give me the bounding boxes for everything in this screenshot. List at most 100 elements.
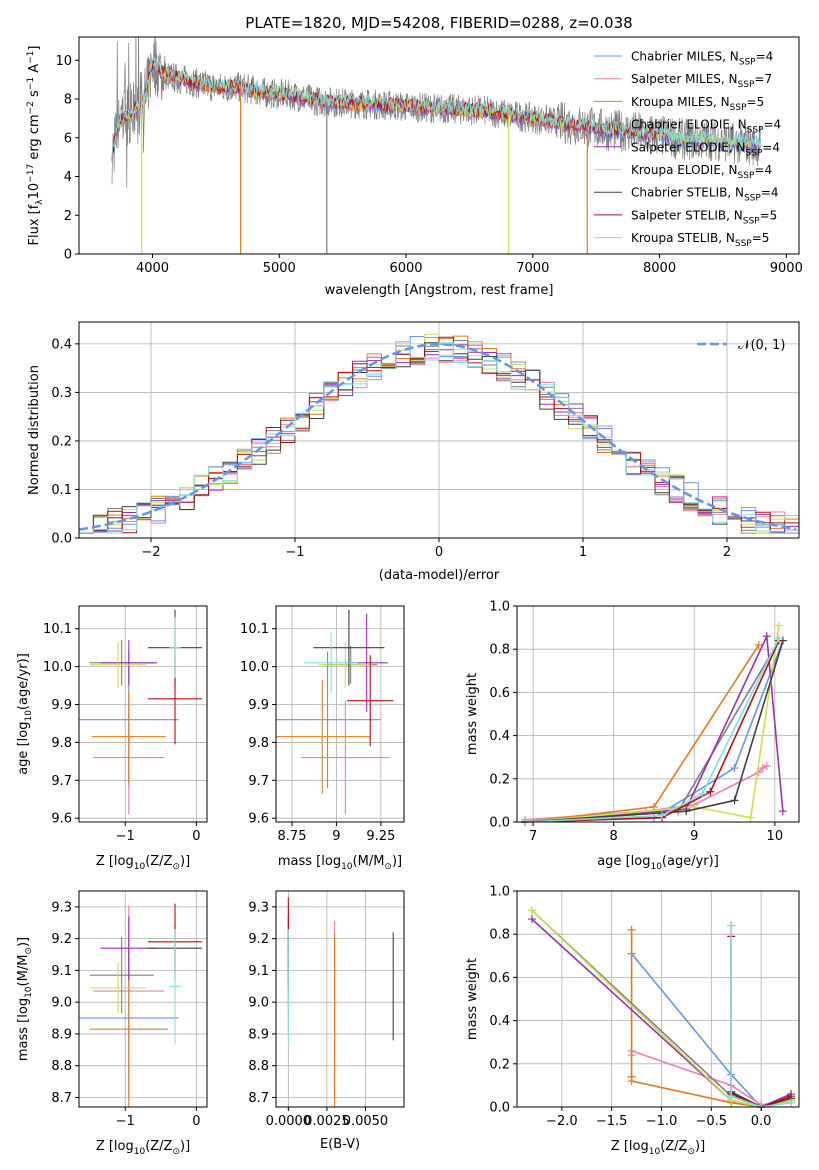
label-part: SSP: [730, 103, 747, 113]
x-tick-label: 4000: [136, 261, 169, 276]
y-tick-label: 0.2: [489, 772, 510, 787]
y-tick-label: 10: [55, 54, 72, 69]
y-tick-label: 0.0: [489, 816, 510, 831]
weight-marker: [754, 768, 763, 777]
y-tick-label: 0.6: [489, 686, 510, 701]
y-tick-label: 9.3: [51, 900, 72, 915]
x-tick-label: 9.25: [366, 829, 395, 844]
weight-marker: [658, 811, 667, 820]
y-tick-label: 0.4: [489, 1014, 510, 1029]
label-part: (M/M: [16, 955, 31, 987]
label-part: A: [27, 64, 42, 77]
y-tick-label: 9.7: [51, 774, 72, 789]
x-axis-label: Z [log10(Z/Z⊙)]: [611, 1139, 705, 1157]
x-tick-label: 9: [332, 829, 340, 844]
label-part: 10: [134, 862, 146, 872]
x-tick-label: 0: [192, 1114, 200, 1129]
error-bars: [79, 609, 203, 815]
x-tick-label: 0.0: [751, 1114, 772, 1129]
axes-frame: [516, 605, 800, 823]
y-tick-label: 9.1: [51, 964, 72, 979]
y-tick-label: 8.7: [51, 1091, 72, 1106]
x-tick-label: 9000: [770, 261, 803, 276]
mass-vs-metallicity-panel: −1 08.78.88.99.09.19.29.3Z [log10(Z/Z⊙)]m…: [16, 890, 208, 1157]
model-spectrum: [111, 60, 762, 160]
y-axis-label: mass weight: [465, 958, 480, 1040]
weight-marker: [730, 796, 739, 805]
axes-frame: [275, 890, 405, 1108]
x-tick-label: 2: [723, 545, 731, 560]
label-part: Chabrier STELIB, N: [631, 186, 744, 200]
y-axis-label: Flux [fλ10−17 erg cm−2 s−1 A−1]: [26, 46, 45, 246]
weight-line: [525, 640, 780, 823]
residual-histogram: [79, 341, 799, 534]
label-part: SSP: [735, 239, 752, 249]
legend-label: Chabrier STELIB, NSSP=4: [631, 186, 779, 204]
label-part: ⊙: [384, 862, 392, 872]
label-part: Chabrier ELODIE, N: [631, 118, 747, 132]
y-tick-label: 0.2: [489, 1057, 510, 1072]
axes-frame: [516, 890, 800, 1108]
weight-line: [525, 640, 780, 823]
weight-vs-metallicity-panel: −2.0 −1.5 −1.0 −0.5 0.0 0.0 0.2 0.4 0.6 0.8 1.0 mas…: [465, 885, 800, 1157]
label-part: ⊙: [172, 862, 180, 872]
axes-frame: [78, 605, 208, 823]
label-part: Z [log: [96, 1139, 134, 1154]
weight-marker: [698, 789, 707, 798]
label-part: 10: [24, 710, 34, 722]
label-part: age [log: [16, 722, 31, 775]
label-part: −17: [26, 164, 36, 183]
label-part: (age/yr)]: [16, 653, 31, 710]
y-tick-label: 9.1: [248, 964, 269, 979]
y-tick-label: 9.9: [51, 698, 72, 713]
x-tick-label: −2.0: [546, 1114, 578, 1129]
label-part: 10: [134, 1147, 146, 1157]
label-part: Kroupa ELODIE, N: [631, 163, 738, 177]
label-part: 10: [27, 183, 42, 200]
label-part: s: [27, 90, 42, 101]
weight-marker: [754, 640, 763, 649]
y-tick-label: 9.6: [51, 812, 72, 827]
observed-spectrum: [111, 37, 762, 188]
y-tick-label: 0: [64, 248, 72, 263]
x-tick-label: 1: [579, 545, 587, 560]
x-tick-label: 8.75: [278, 829, 307, 844]
x-tick-label: 8: [610, 829, 618, 844]
axes-frame: [78, 36, 800, 255]
y-tick-label: 0.8: [489, 928, 510, 943]
x-axis-label: age [log10(age/yr)]: [597, 854, 719, 872]
weight-marker: [627, 925, 636, 934]
x-tick-label: −0.5: [696, 1114, 728, 1129]
y-tick-label: 9.7: [248, 774, 269, 789]
y-tick-label: 0.3: [51, 386, 72, 401]
label-part: )]: [180, 1139, 190, 1154]
label-part: =4: [761, 186, 779, 200]
label-part: )]: [180, 854, 190, 869]
x-tick-label: −2: [141, 545, 160, 560]
label-part: SSP: [738, 171, 755, 181]
axes-frame: [78, 890, 208, 1108]
age-vs-mass-panel: 8.75 9 9.25 9.6 9.7 9.8 9.9 10.0 10.1 mass [log10…: [240, 605, 405, 872]
label-part: =5: [747, 95, 765, 109]
weight-marker: [649, 802, 658, 811]
error-bars: [287, 897, 394, 1107]
label-part: Kroupa MILES, N: [631, 95, 730, 109]
error-bars: [276, 609, 394, 815]
x-tick-label: 7: [529, 829, 537, 844]
label-part: (Z/Z: [145, 1139, 172, 1154]
label-part: (age/yr)]: [662, 854, 719, 869]
y-tick-label: 9.8: [248, 736, 269, 751]
weight-marker: [730, 764, 739, 772]
label-part: 10: [649, 1147, 661, 1157]
y-axis-label: Normed distribution: [27, 365, 42, 495]
y-tick-label: 10.0: [240, 660, 269, 675]
x-tick-label: 5000: [263, 261, 296, 276]
weight-marker: [527, 915, 536, 924]
weight-marker: [774, 621, 783, 630]
label-part: SSP: [739, 58, 756, 68]
residuals-panel: −2 −1 0 1 2 0.0 0.1 0.2 0.3 0.4 (data-model)/error…: [27, 321, 800, 583]
label-part: −1: [26, 51, 36, 64]
label-part: Z [log: [611, 1139, 649, 1154]
x-tick-label: −1: [285, 545, 304, 560]
